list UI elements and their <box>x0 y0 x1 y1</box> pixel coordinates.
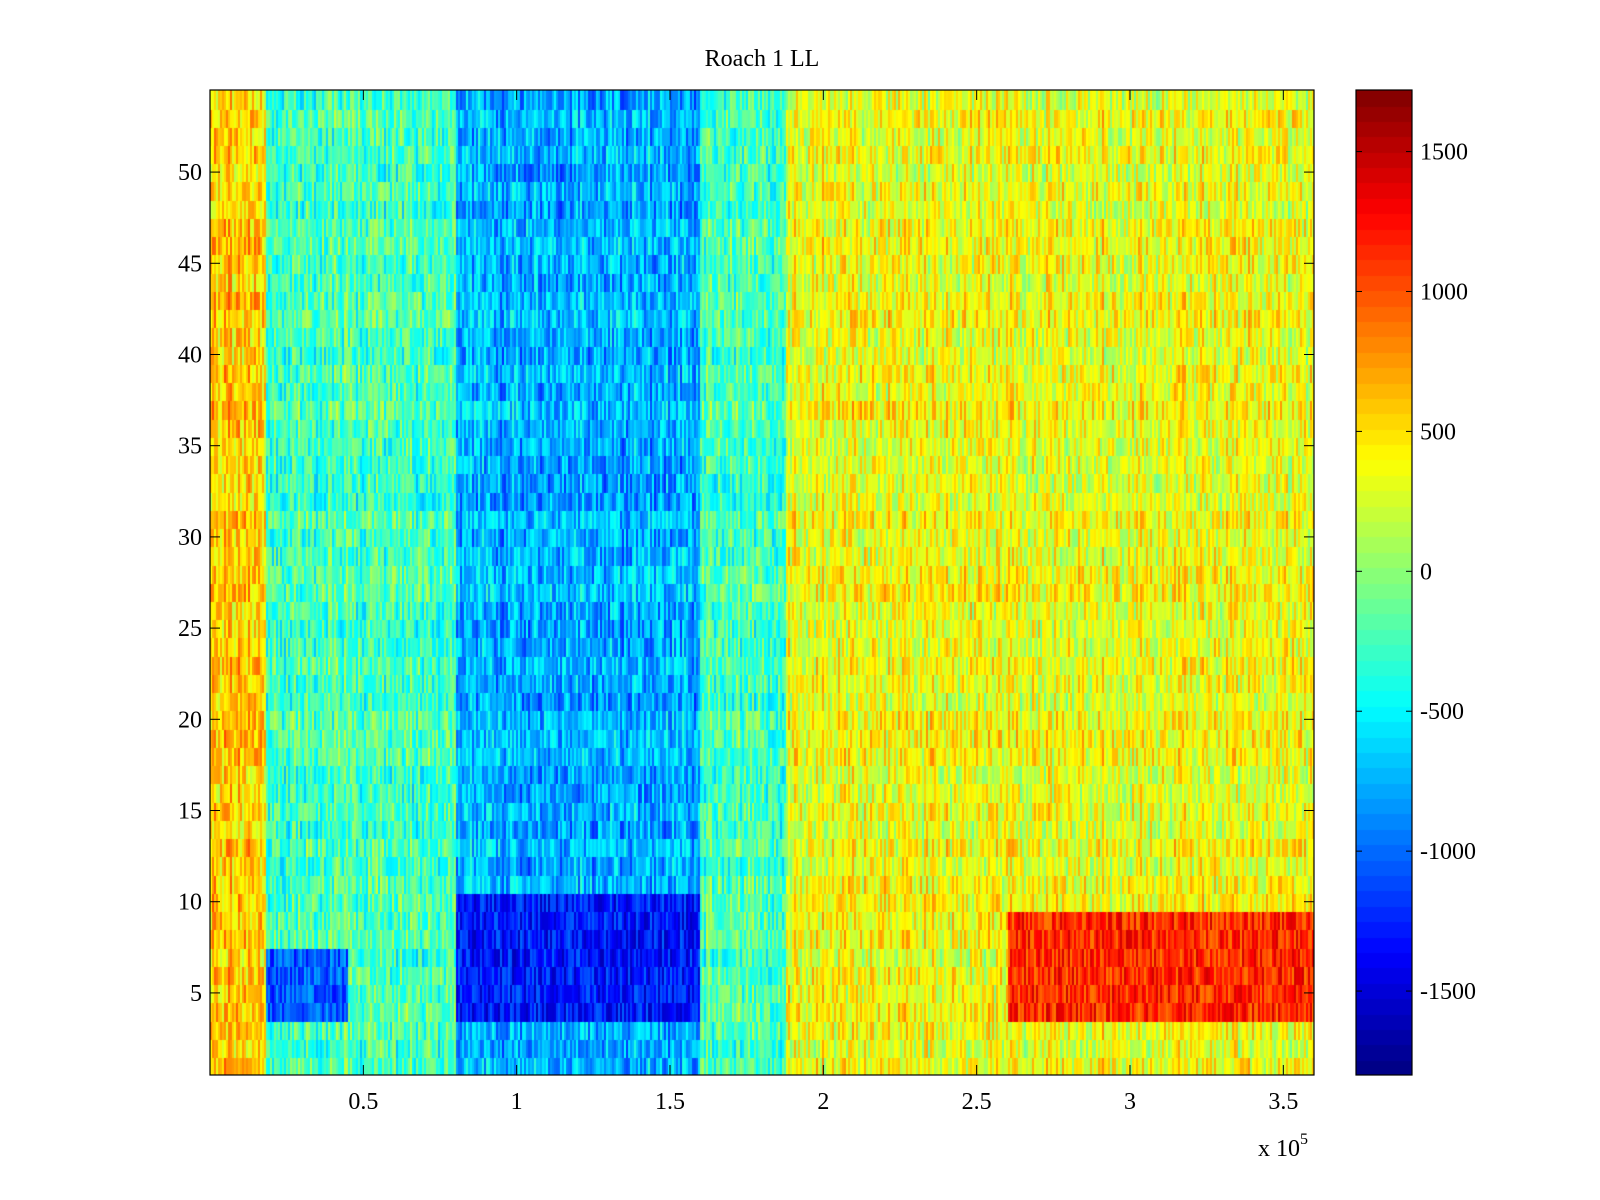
y-tick-label: 45 <box>178 251 202 277</box>
y-tick-label: 15 <box>178 799 202 825</box>
y-tick-label: 20 <box>178 707 202 733</box>
colorbar-frame <box>1355 89 1413 1076</box>
y-axis: 5 10 15 20 25 30 35 40 45 50 <box>178 160 1314 1007</box>
x-exponent-power: 5 <box>1300 1131 1308 1148</box>
chart-title: Roach 1 LL <box>705 46 820 72</box>
x-tick-label: 2 <box>817 1089 829 1115</box>
colorbar-tick-label: -1000 <box>1420 839 1476 865</box>
y-tick-label: 50 <box>178 160 202 186</box>
x-tick-label: 2.5 <box>962 1089 992 1115</box>
y-tick-label: 35 <box>178 434 202 460</box>
y-tick-label: 30 <box>178 525 202 551</box>
colorbar-tick-label: -1500 <box>1420 979 1476 1005</box>
plot-frame <box>209 89 1315 1076</box>
x-tick-label: 1.5 <box>655 1089 685 1115</box>
x-exponent-label: x 105 <box>1258 1131 1308 1162</box>
x-tick-label: 1 <box>511 1089 523 1115</box>
colorbar-tick-label: 0 <box>1420 559 1432 585</box>
x-tick-label: 0.5 <box>348 1089 378 1115</box>
x-exponent-base: x 10 <box>1258 1136 1300 1162</box>
x-axis: 0.5 1 1.5 2 2.5 3 3.5 <box>348 90 1298 1115</box>
y-tick-label: 25 <box>178 616 202 642</box>
y-tick-label: 5 <box>190 981 202 1007</box>
colorbar-axis: 1500 1000 500 0 -500 -1000 -1500 <box>1356 140 1476 1005</box>
heatmap-image <box>210 90 1314 1075</box>
colorbar-tick-label: 1500 <box>1420 140 1468 166</box>
x-tick-label: 3 <box>1124 1089 1136 1115</box>
y-tick-label: 10 <box>178 890 202 916</box>
x-tick-label: 3.5 <box>1268 1089 1298 1115</box>
colorbar-tick-label: -500 <box>1420 699 1464 725</box>
colorbar-tick-label: 500 <box>1420 419 1456 445</box>
y-tick-label: 40 <box>178 342 202 368</box>
colorbar-image <box>1356 90 1412 1075</box>
colorbar-tick-label: 1000 <box>1420 279 1468 305</box>
